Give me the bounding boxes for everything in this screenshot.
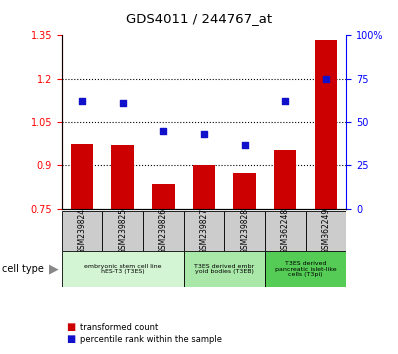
Text: T3ES derived
pancreatic islet-like
cells (T3pi): T3ES derived pancreatic islet-like cells… [275, 261, 336, 277]
Text: transformed count: transformed count [80, 323, 158, 332]
Text: ■: ■ [66, 334, 75, 344]
Point [160, 128, 166, 133]
Bar [71, 144, 93, 209]
Text: GSM239825: GSM239825 [118, 208, 127, 254]
Bar [265, 211, 306, 251]
Text: percentile rank within the sample: percentile rank within the sample [80, 335, 222, 344]
Point [79, 98, 85, 104]
Bar [62, 211, 102, 251]
Bar [111, 145, 134, 209]
Bar [274, 150, 297, 209]
Bar [306, 211, 346, 251]
Text: GSM239828: GSM239828 [240, 208, 249, 254]
Bar [152, 184, 174, 209]
Bar [183, 251, 265, 287]
Point [282, 98, 289, 104]
Point [119, 100, 126, 106]
Text: ▶: ▶ [49, 263, 59, 275]
Bar [62, 251, 183, 287]
Point [242, 142, 248, 148]
Bar [315, 40, 337, 209]
Text: GSM239824: GSM239824 [78, 208, 86, 254]
Text: embryonic stem cell line
hES-T3 (T3ES): embryonic stem cell line hES-T3 (T3ES) [84, 264, 162, 274]
Bar [143, 211, 183, 251]
Point [323, 76, 329, 81]
Text: ■: ■ [66, 322, 75, 332]
Text: GDS4011 / 244767_at: GDS4011 / 244767_at [126, 12, 272, 25]
Point [201, 131, 207, 137]
Bar [234, 173, 256, 209]
Bar [224, 211, 265, 251]
Text: GSM362249: GSM362249 [322, 208, 330, 254]
Bar [183, 211, 224, 251]
Text: GSM239827: GSM239827 [199, 208, 209, 254]
Bar [193, 166, 215, 209]
Text: T3ES derived embr
yoid bodies (T3EB): T3ES derived embr yoid bodies (T3EB) [194, 264, 254, 274]
Bar [265, 251, 346, 287]
Bar [102, 211, 143, 251]
Text: GSM239826: GSM239826 [159, 208, 168, 254]
Text: GSM362248: GSM362248 [281, 208, 290, 254]
Text: cell type: cell type [2, 264, 44, 274]
